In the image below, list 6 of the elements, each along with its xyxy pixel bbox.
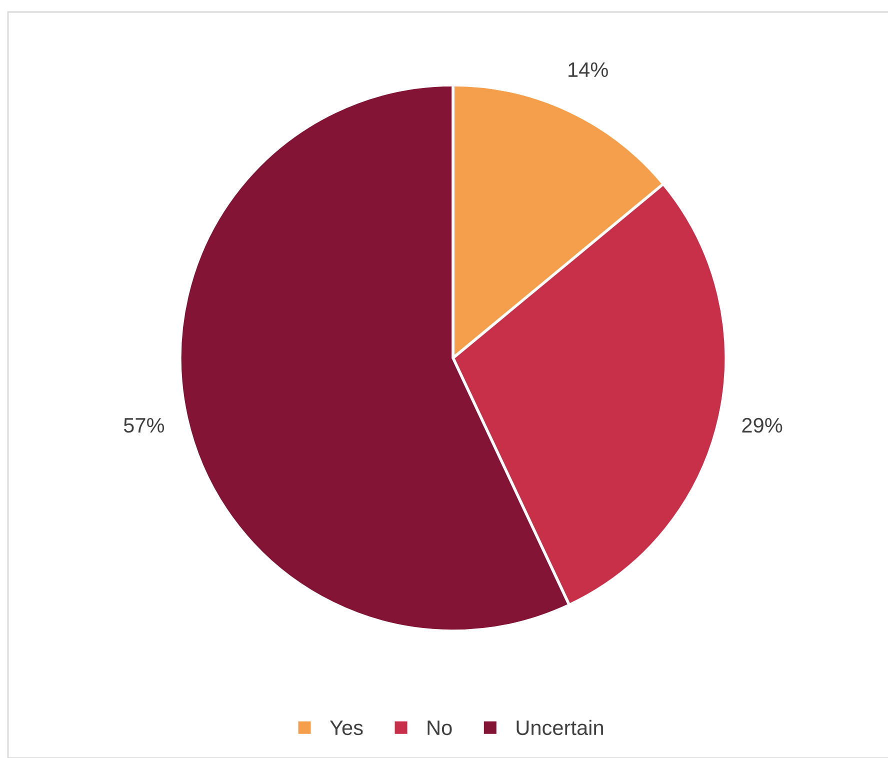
legend-label: Yes — [330, 720, 363, 736]
data-label: 14% — [568, 62, 608, 77]
data-label: 29% — [742, 418, 782, 433]
data-label: 57% — [124, 418, 164, 433]
legend-label: Uncertain — [516, 720, 603, 736]
legend-label: No — [428, 720, 452, 736]
